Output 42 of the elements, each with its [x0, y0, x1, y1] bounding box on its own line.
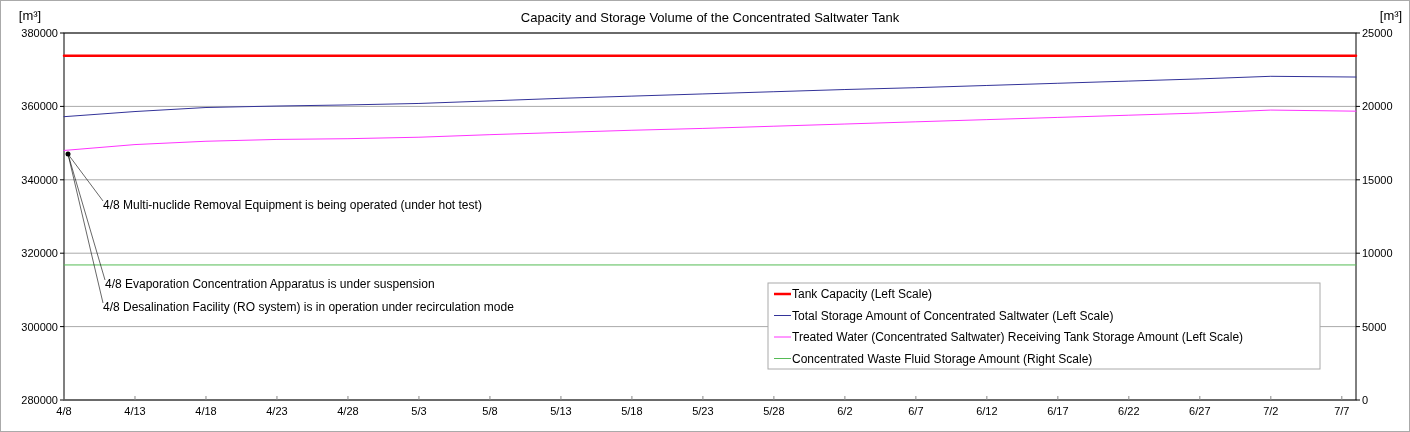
x-tick-label: 4/18	[195, 405, 217, 417]
legend-label: Total Storage Amount of Concentrated Saltwater (Left Scale)	[792, 308, 1114, 323]
annotation: 4/8 Multi-nuclide Removal Equipment is being operated (under hot test)	[103, 198, 482, 212]
legend-label: Tank Capacity (Left Scale)	[792, 287, 933, 301]
y-tick-label: 300000	[21, 320, 58, 333]
x-tick-label: 7/7	[1334, 405, 1350, 417]
y-tick-label: 320000	[21, 247, 58, 260]
y2-tick-label: 15000	[1362, 173, 1393, 186]
x-tick-label: 5/8	[482, 405, 498, 417]
x-tick-label: 6/22	[1118, 405, 1140, 417]
x-tick-label: 5/23	[692, 405, 714, 417]
y2-tick-label: 10000	[1362, 247, 1393, 260]
x-tick-label: 6/12	[976, 405, 998, 417]
y-tick-label: 340000	[21, 173, 58, 186]
y2-axis-title: [m³]	[1379, 8, 1403, 23]
annotation: 4/8 Desalination Facility (RO system) is in operation under recirculation mode	[103, 300, 515, 314]
annotation: 4/8 Evaporation Concentration Apparatus is under suspension	[105, 277, 435, 291]
legend-label: Treated Water (Concentrated Saltwater) Receiving Tank Storage Amount (Left Scale)	[792, 330, 1244, 344]
y2-tick-label: 0	[1362, 394, 1369, 406]
chart-title: Capacity and Storage Volume of the Concentrated Saltwater Tank	[520, 10, 900, 25]
x-tick-label: 4/28	[337, 405, 359, 417]
x-tick-label: 6/2	[837, 405, 853, 417]
x-tick-label: 6/27	[1189, 405, 1211, 417]
x-tick-label: 6/7	[908, 405, 924, 417]
x-tick-label: 4/23	[266, 405, 288, 417]
y-tick-label: 380000	[21, 27, 58, 39]
y-tick-label: 280000	[21, 394, 58, 406]
x-tick-label: 5/28	[763, 405, 785, 417]
x-tick-label: 4/13	[124, 405, 146, 417]
y-axis-title: [m³]	[18, 8, 42, 23]
legend-label: Concentrated Waste Fluid Storage Amount (Right Scale)	[792, 351, 1093, 366]
line-series	[63, 75, 1357, 118]
y2-tick-label: 25000	[1362, 27, 1393, 39]
x-tick-label: 5/13	[550, 405, 572, 417]
y2-tick-label: 20000	[1362, 100, 1393, 113]
y2-tick-label: 5000	[1362, 320, 1387, 333]
x-tick-label: 6/17	[1047, 405, 1069, 417]
x-tick-label: 4/8	[56, 405, 72, 417]
y-tick-label: 360000	[21, 100, 58, 113]
x-tick-label: 5/3	[411, 405, 427, 417]
x-tick-label: 5/18	[621, 405, 643, 417]
x-tick-label: 7/2	[1263, 405, 1279, 417]
